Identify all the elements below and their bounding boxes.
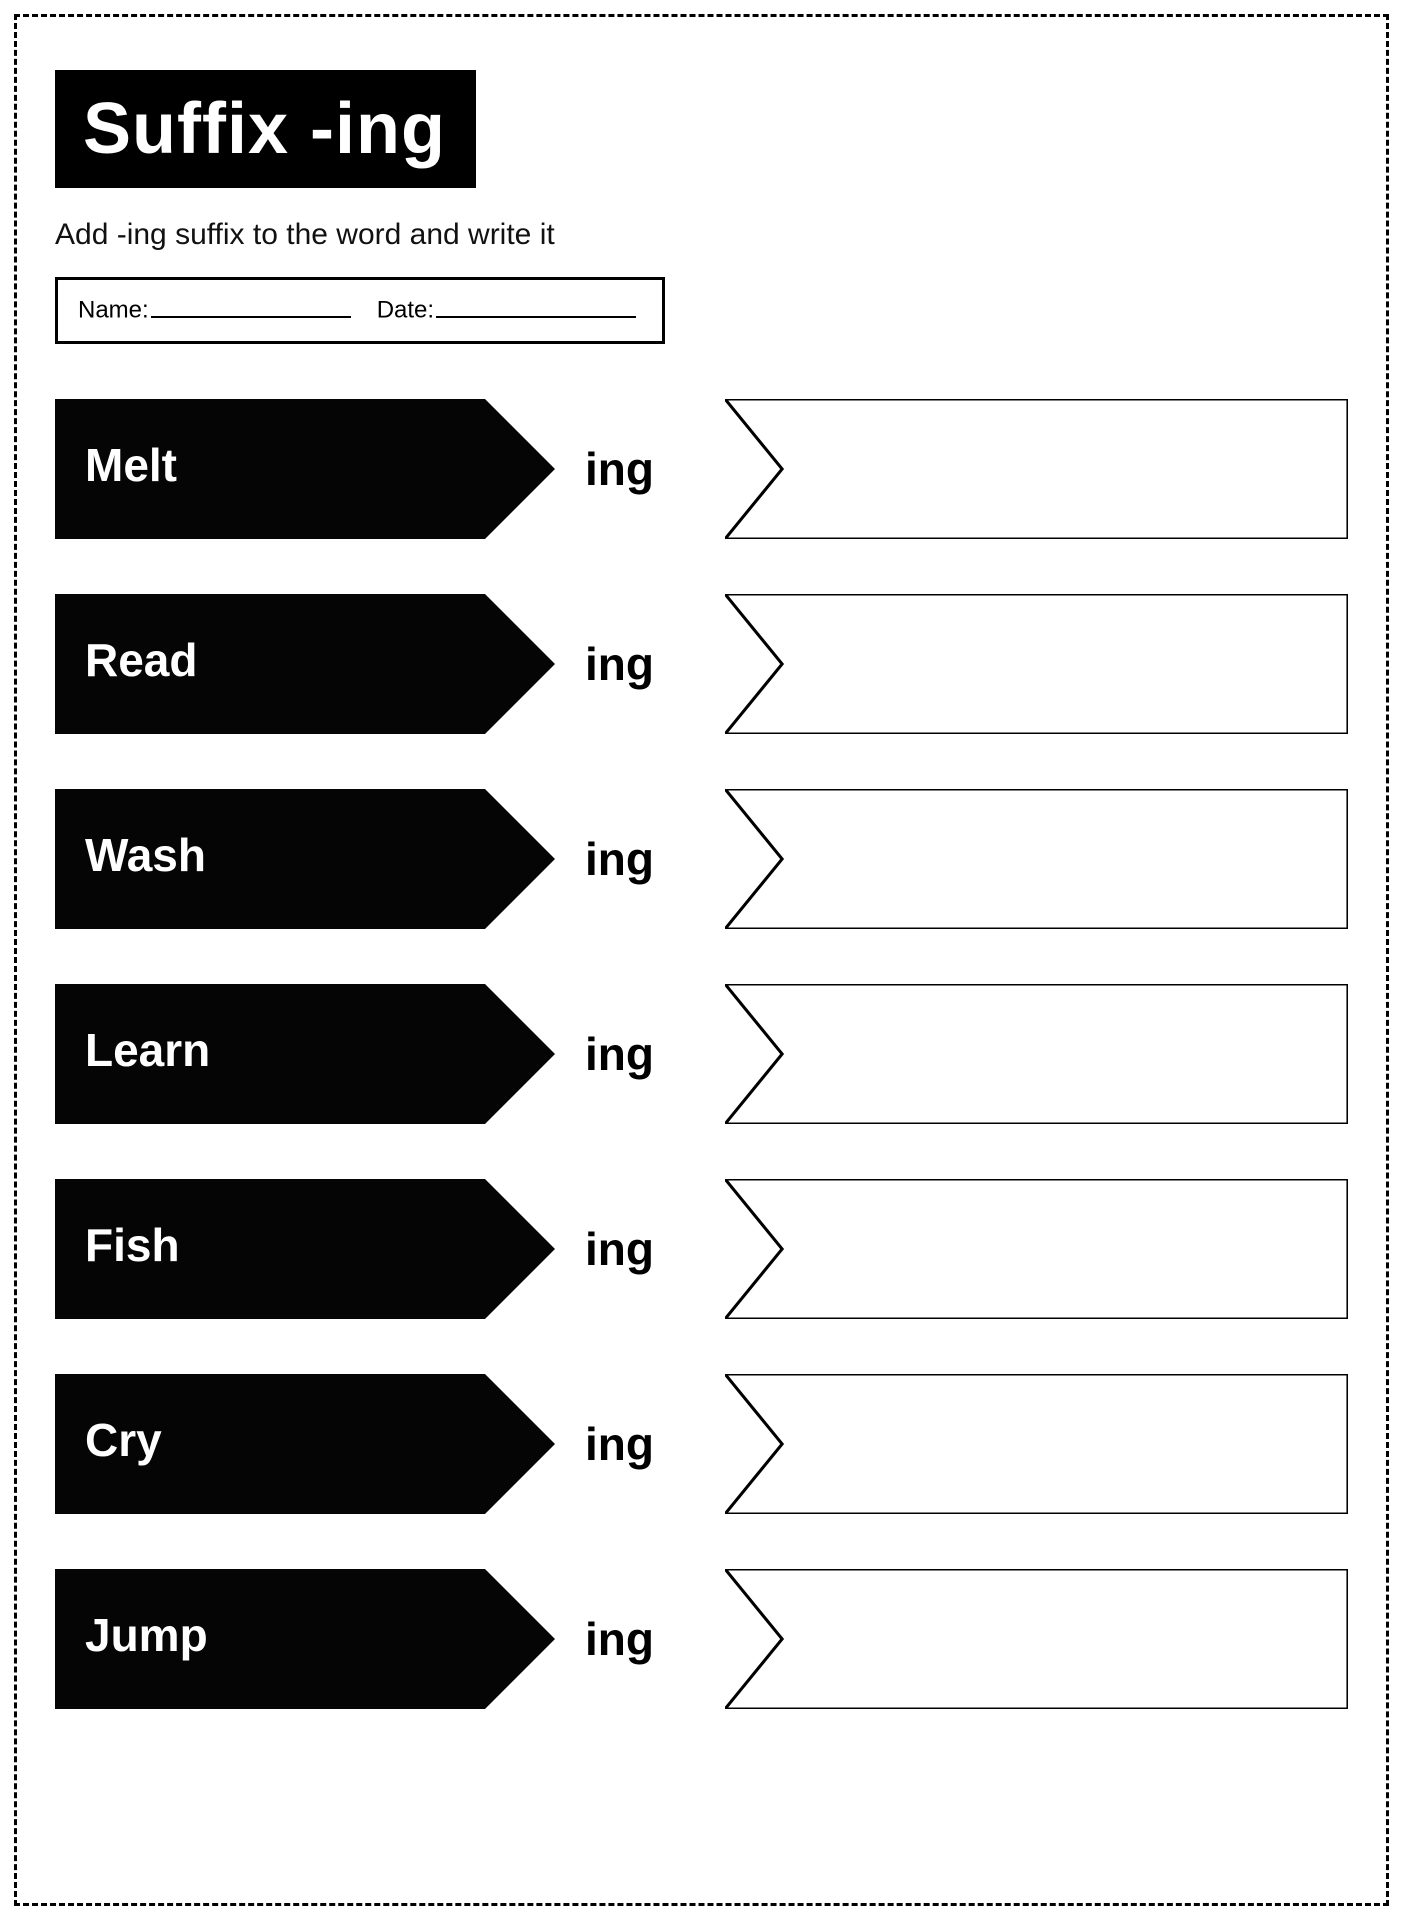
base-word-text: Melt [85,439,177,491]
base-word-arrow: Jump [55,1569,555,1709]
answer-blank[interactable] [725,1179,1348,1319]
date-blank-line[interactable] [436,296,636,318]
word-row: Jump ing [55,1569,1348,1709]
base-word-text: Wash [85,829,206,881]
word-row: Learn ing [55,984,1348,1124]
base-word-text: Cry [85,1414,162,1466]
instruction-text: Add -ing suffix to the word and write it [55,218,1348,252]
suffix-label: ing [555,1027,725,1081]
base-word-text: Learn [85,1024,210,1076]
base-word-text: Read [85,634,197,686]
base-word-arrow: Fish [55,1179,555,1319]
suffix-label: ing [555,442,725,496]
answer-blank[interactable] [725,984,1348,1124]
answer-blank[interactable] [725,594,1348,734]
worksheet-title: Suffix -ing [55,70,476,188]
base-word-arrow: Melt [55,399,555,539]
name-blank-line[interactable] [151,296,351,318]
answer-blank[interactable] [725,789,1348,929]
base-word-arrow: Cry [55,1374,555,1514]
date-label: Date: [377,297,434,324]
worksheet-page: Suffix -ing Add -ing suffix to the word … [0,0,1403,1920]
base-word-arrow: Learn [55,984,555,1124]
suffix-label: ing [555,1222,725,1276]
word-row: Melt ing [55,399,1348,539]
word-row: Cry ing [55,1374,1348,1514]
date-field[interactable]: Date: [377,296,636,325]
base-word-arrow: Wash [55,789,555,929]
suffix-label: ing [555,637,725,691]
base-word-text: Jump [85,1609,208,1661]
name-label: Name: [78,297,149,324]
answer-blank[interactable] [725,399,1348,539]
word-rows: Melt ing Read ing Wash ing Learn ing Fish ing Cry i… [55,399,1348,1709]
suffix-label: ing [555,1417,725,1471]
name-date-box: Name: Date: [55,277,665,344]
word-row: Fish ing [55,1179,1348,1319]
base-word-arrow: Read [55,594,555,734]
answer-blank[interactable] [725,1569,1348,1709]
suffix-label: ing [555,832,725,886]
base-word-text: Fish [85,1219,180,1271]
word-row: Wash ing [55,789,1348,929]
content-area: Suffix -ing Add -ing suffix to the word … [55,70,1348,1880]
answer-blank[interactable] [725,1374,1348,1514]
suffix-label: ing [555,1612,725,1666]
word-row: Read ing [55,594,1348,734]
name-field[interactable]: Name: [78,296,351,325]
